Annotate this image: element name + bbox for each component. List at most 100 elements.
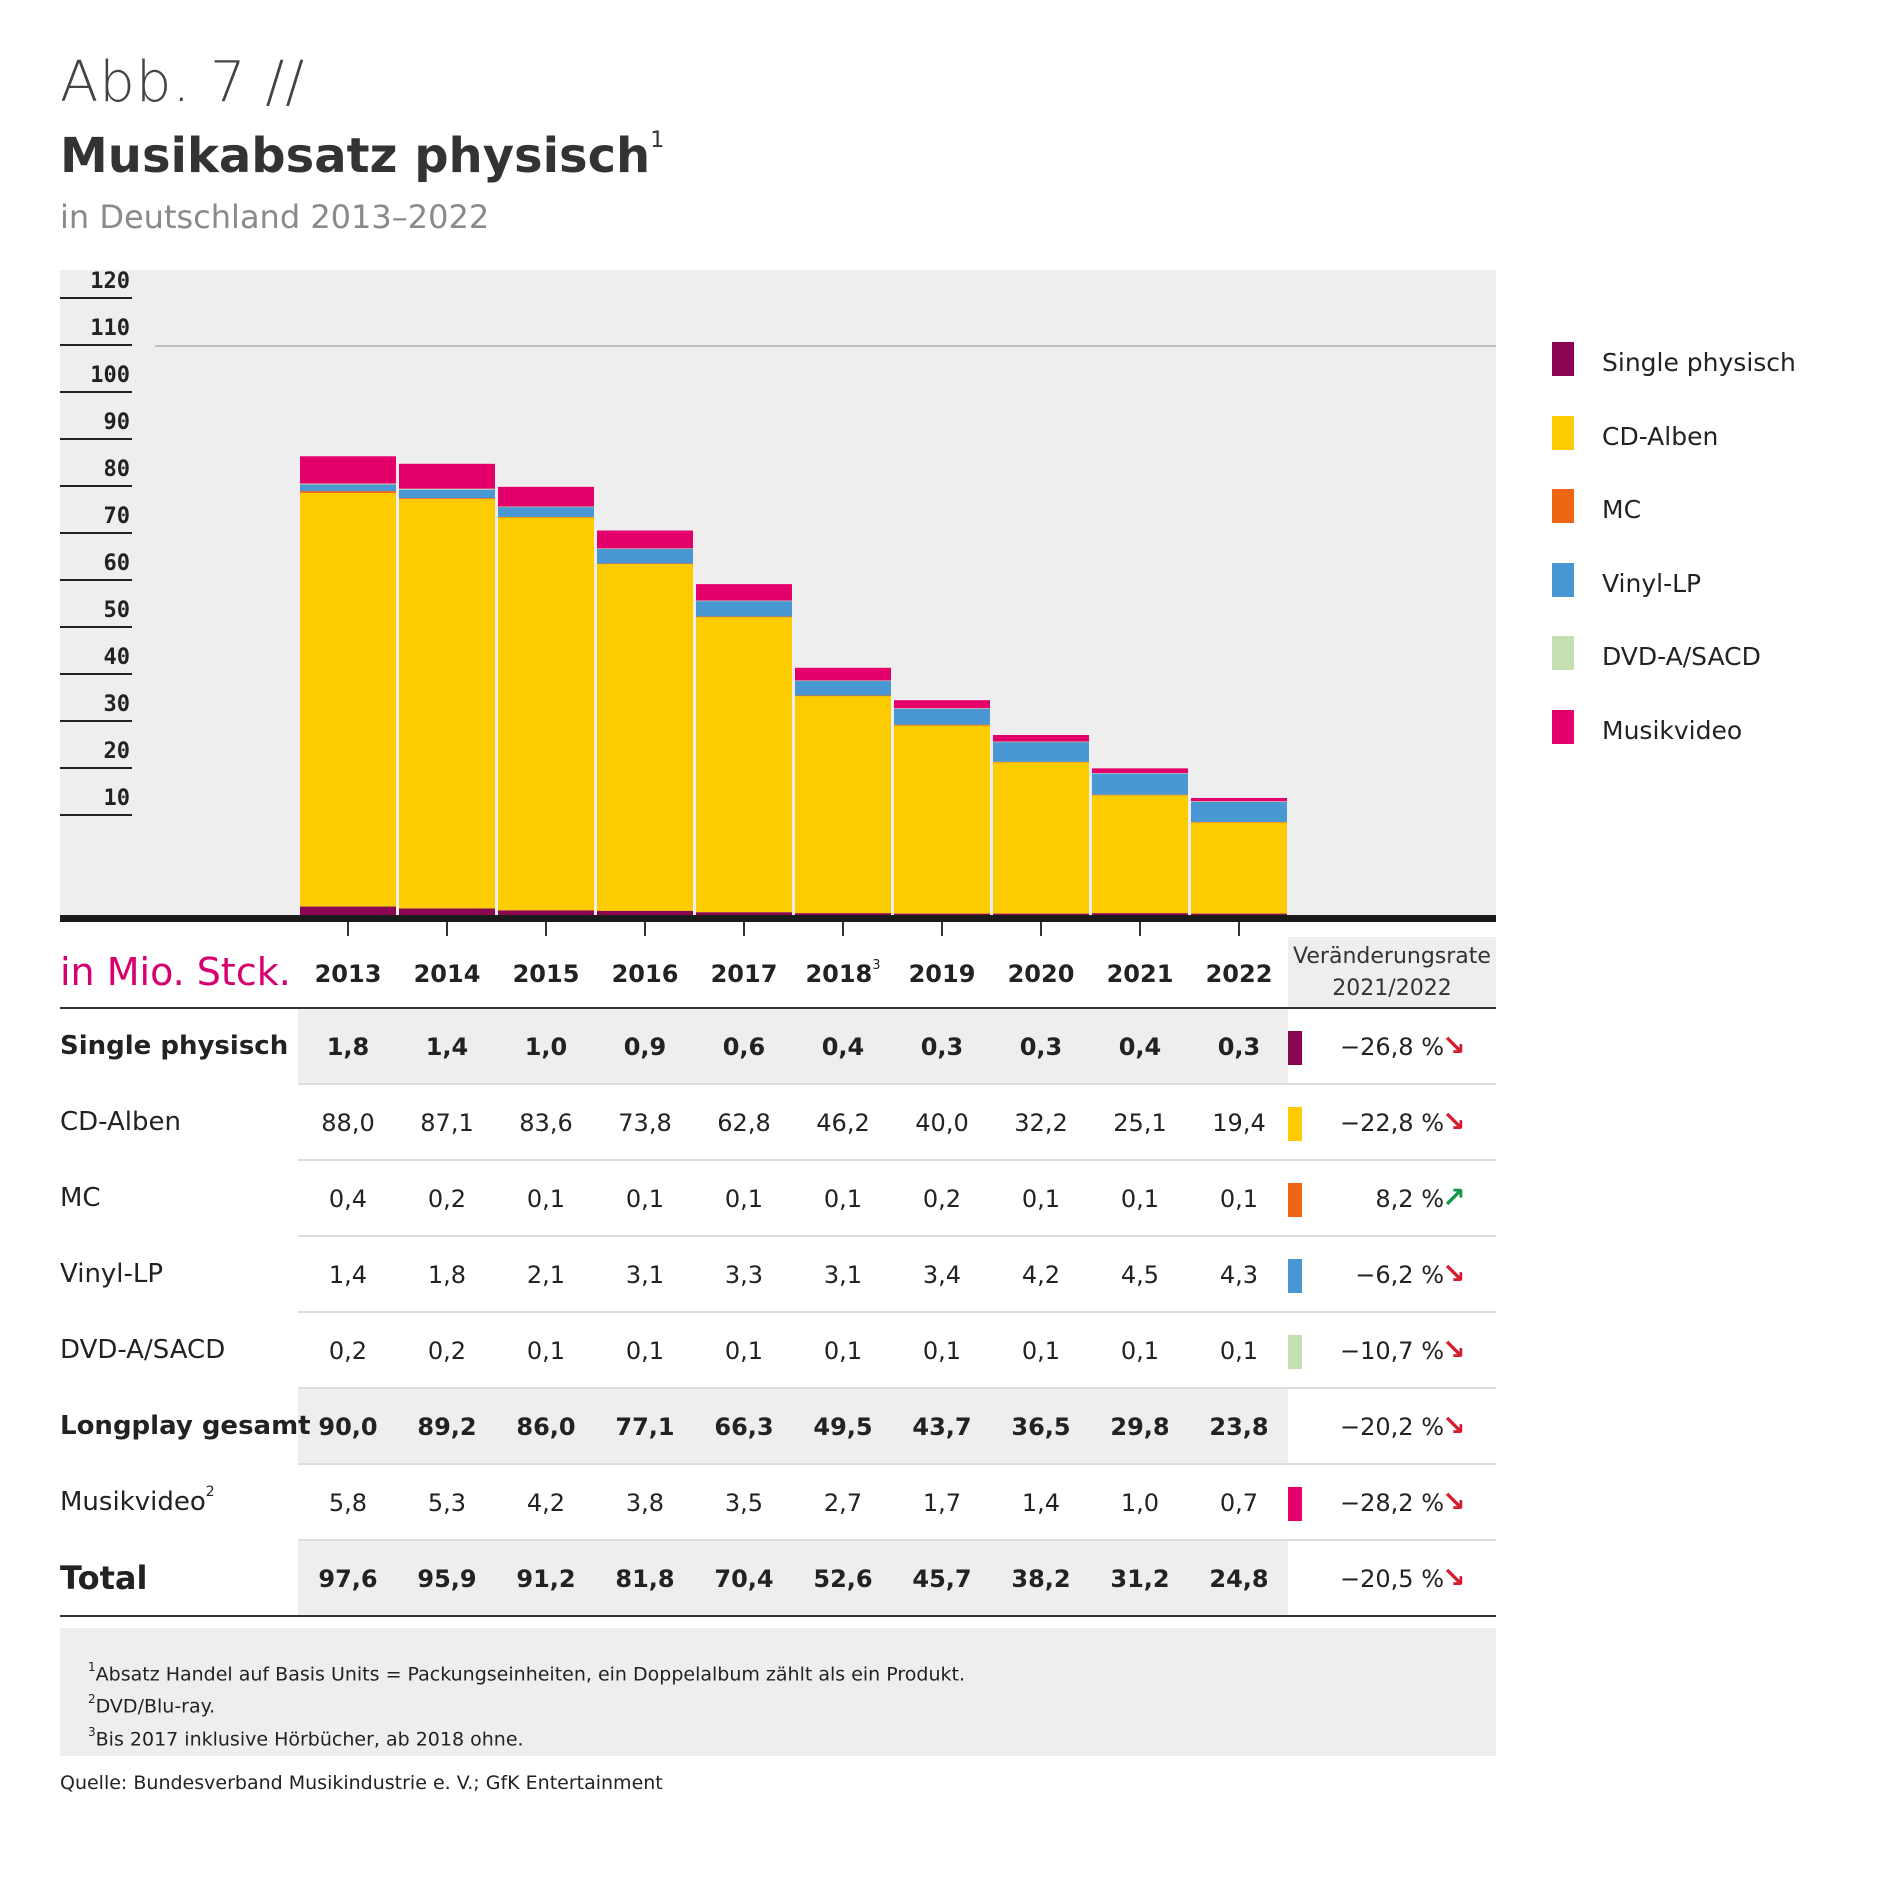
bar-stack-2014 [399,463,495,915]
table-cell: 3,4 [922,1261,962,1289]
bar-segment [1191,822,1287,914]
row-separator [298,1235,1496,1237]
table-cell: 1,8 [326,1033,370,1061]
row-footnote-mark: 2 [205,1484,215,1501]
y-tick-label: 20 [60,737,132,769]
bar-segment [1191,801,1287,802]
table-cell: 0,1 [823,1185,863,1213]
table-cell: 1,7 [922,1489,962,1517]
x-tick-mark [743,922,745,936]
table-cell: 0,9 [623,1033,667,1061]
table-cell: 0,1 [1021,1185,1061,1213]
table-row: Musikvideo2 5,8 5,3 4,2 3,8 3,5 2,7 1,7 1,4 1,0 0,… [60,1465,1496,1541]
unit-label: in Mio. Stck. [60,950,291,994]
row-label: MC [60,1183,101,1213]
table-bottom-rule [60,1615,1496,1617]
table-cell: 0,2 [427,1185,467,1213]
row-color-swatch [1288,1031,1302,1065]
bar-segment [993,742,1089,762]
row-separator [298,1387,1496,1389]
table-cell: 95,9 [417,1565,477,1593]
y-tick-label: 50 [60,596,132,628]
year-label: 2021 [1106,960,1174,988]
bar-segment [498,910,594,915]
table-cell: 73,8 [618,1109,672,1137]
row-label: Total [60,1559,148,1597]
arrow-down-right-icon: ↘ [1442,1257,1466,1290]
table-cell: 1,8 [427,1261,467,1289]
bar-segment [1092,794,1188,796]
x-tick-mark [1040,922,1042,936]
table-cell: 91,2 [516,1565,576,1593]
year-label: 20183 [805,958,881,988]
table-cell: 0,4 [1118,1033,1162,1061]
row-background [298,1009,1288,1085]
arrow-down-right-icon: ↘ [1442,1333,1466,1366]
table-cell: 31,2 [1110,1565,1170,1593]
table-cell: 38,2 [1011,1565,1071,1593]
bar-segment [993,762,1089,914]
bar-segment [696,912,792,915]
legend-label: CD-Alben [1602,421,1719,451]
row-label: Musikvideo2 [60,1484,215,1517]
year-label: 2022 [1205,960,1273,988]
x-tick-mark [1139,922,1141,936]
legend-label: DVD-A/SACD [1602,642,1761,671]
bar-segment [795,680,891,696]
table-cell: 0,3 [920,1033,964,1061]
bar-segment [795,695,891,914]
y-tick-label: 90 [60,408,132,440]
table-cell: 0,4 [328,1185,368,1213]
table-cell: 52,6 [813,1565,873,1593]
bar-segment [399,463,495,489]
bar-stack-2022 [1191,797,1287,915]
table-cell: 0,4 [821,1033,865,1061]
arrow-down-right-icon: ↘ [1442,1561,1466,1594]
bar-segment [696,584,792,601]
year-label: 2016 [611,960,679,988]
arrow-down-right-icon: ↘ [1442,1029,1466,1062]
table-cell: 25,1 [1113,1109,1167,1137]
bar-segment [894,708,990,725]
bar-segment [993,734,1089,742]
bar-segment [399,489,495,499]
year-label: 2013 [314,960,382,988]
bar-stack-2013 [300,456,396,915]
bar-segment [894,724,990,726]
table-cell: 4,5 [1120,1261,1160,1289]
legend-swatch [1552,489,1574,523]
bar-stack-2015 [498,486,594,915]
table-cell: 0,7 [1219,1489,1259,1517]
footnotes-box: 1Absatz Handel auf Basis Units = Packung… [60,1628,1496,1756]
table-row: Longplay gesamt 90,0 89,2 86,0 77,1 66,3 49,5 4… [60,1389,1496,1465]
bar-segment [696,616,792,618]
legend-swatch [1552,709,1574,744]
y-tick-label: 100 [60,361,132,393]
table-cell: 1,4 [425,1033,469,1061]
year-label: 2015 [512,960,580,988]
legend-swatch [1552,636,1574,670]
bar-segment [1092,768,1188,774]
bar-stack-2017 [696,584,792,915]
legend-label: MC [1602,495,1642,524]
table-cell: 81,8 [615,1565,675,1593]
bar-segment [597,548,693,549]
x-tick-mark [842,922,844,936]
table-cell: 1,4 [328,1261,368,1289]
table-cell: 97,6 [318,1565,378,1593]
row-separator [298,1083,1496,1085]
row-separator [298,1159,1496,1161]
bar-segment [498,486,594,507]
table-row: Total 97,6 95,9 91,2 81,8 70,4 52,6 45,7 38,2 31,… [60,1541,1496,1617]
table-cell: 29,8 [1110,1413,1170,1441]
row-color-swatch [1288,1183,1302,1217]
change-rate: −6,2 % [1355,1261,1444,1289]
bar-segment [894,725,990,914]
table-cell: 2,1 [526,1261,566,1289]
table-cell: 0,1 [1120,1185,1160,1213]
row-separator [298,1463,1496,1465]
row-label: DVD-A/SACD [60,1335,226,1365]
table-cell: 3,3 [724,1261,764,1289]
table-cell: 0,3 [1019,1033,1063,1061]
x-tick-mark [347,922,349,936]
